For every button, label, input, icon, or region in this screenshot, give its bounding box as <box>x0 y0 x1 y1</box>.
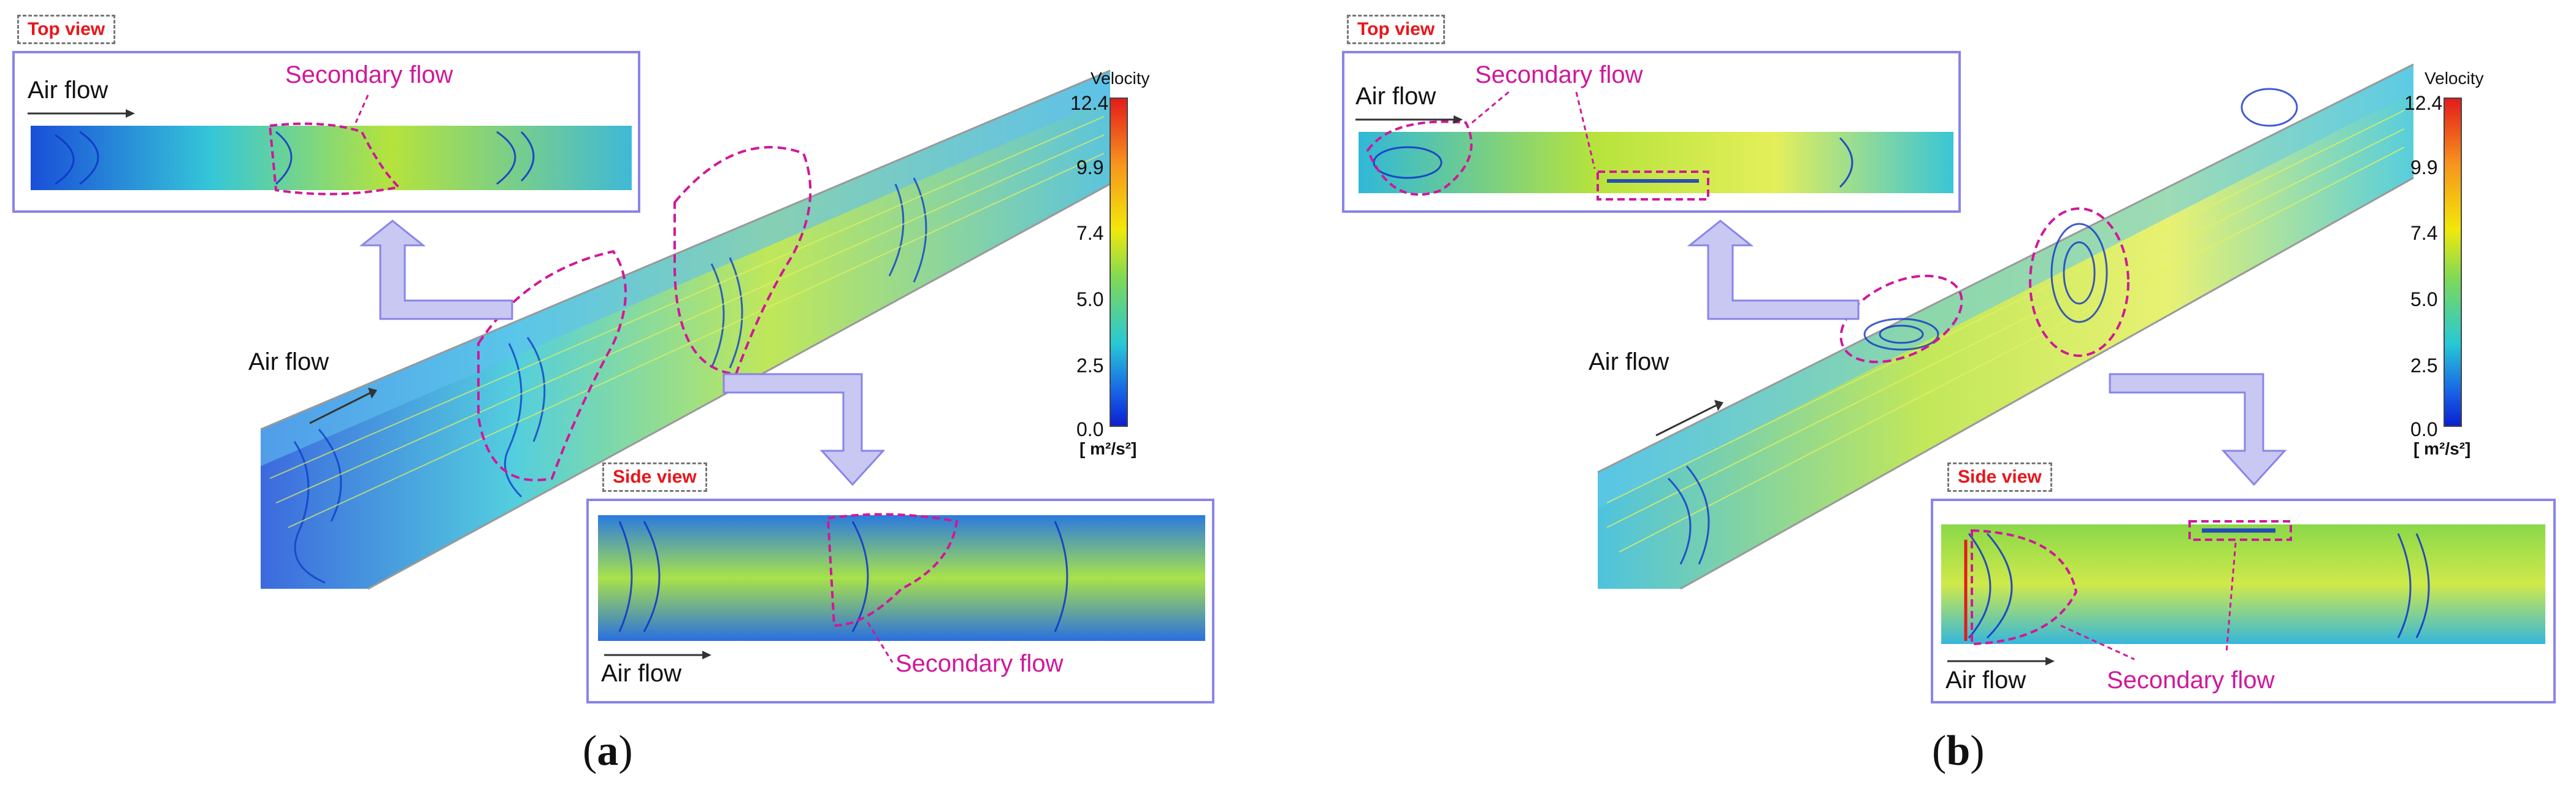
arrow-to-side-view-b <box>2109 373 2287 486</box>
panel-b: Top view Air flow Secondary flow Side vi… <box>1288 0 2576 801</box>
top-view-tag-b: Top view <box>1347 15 1446 44</box>
colorbar-tick-a: 7.4 <box>1076 222 1104 244</box>
colorbar-title-a: Velocity <box>1091 69 1150 88</box>
colorbar-tick-a: 9.9 <box>1076 156 1104 178</box>
side-view-air-label-b: Air flow <box>1945 667 2026 694</box>
colorbar-tick-a: 12.4 <box>1070 92 1109 114</box>
side-view-streamlines-b <box>1941 524 2545 644</box>
colorbar-unit-b: [ m²/s²] <box>2413 439 2471 458</box>
arrow-to-top-view-a <box>359 220 513 320</box>
top-view-secondary-label-a: Secondary flow <box>285 61 453 88</box>
colorbar-tick-a: 5.0 <box>1076 288 1104 310</box>
top-view-secondary-label-b: Secondary flow <box>1475 61 1643 88</box>
colorbar-tick-a: 0.0 <box>1076 418 1104 440</box>
top-view-air-label-a: Air flow <box>28 77 109 104</box>
side-view-secondary-label-b: Secondary flow <box>2107 667 2275 694</box>
top-view-secondary-outline-b2 <box>1597 171 1709 201</box>
main-air-label-b: Air flow <box>1589 348 1669 375</box>
side-view-tag-b: Side view <box>1947 462 2052 492</box>
arrow-to-side-view-a <box>723 373 886 486</box>
top-view-streamlines-a <box>31 126 632 190</box>
colorbar-tick-b: 9.9 <box>2410 156 2438 178</box>
top-view-tag-a: Top view <box>17 15 116 44</box>
colorbar-unit-a: [ m²/s²] <box>1079 439 1137 458</box>
side-view-secondary-label-a: Secondary flow <box>895 650 1064 677</box>
panel-a: Top view Air flow Secondary flow Side vi… <box>12 15 1214 775</box>
colorbar-tick-b: 7.4 <box>2410 222 2438 244</box>
colorbar-tick-b: 5.0 <box>2410 288 2438 310</box>
top-view-streamlines-b <box>1359 132 1953 193</box>
duct-3d-b <box>1597 63 2414 590</box>
colorbar-b <box>2444 98 2462 427</box>
panel-a-graphics <box>12 51 1214 703</box>
colorbar-title-b: Velocity <box>2425 69 2484 88</box>
side-view-secondary-outline-a <box>826 513 959 627</box>
panel-b-graphics <box>1342 51 2556 703</box>
top-view-secondary-outline-b1 <box>1366 120 1473 196</box>
side-view-streamlines-a <box>598 515 1205 641</box>
colorbar-tick-a: 2.5 <box>1076 355 1104 377</box>
top-view-air-label-b: Air flow <box>1355 83 1436 110</box>
duct-3d-a <box>260 69 1111 590</box>
side-view-secondary-outline-b1 <box>1971 529 2078 646</box>
side-view-air-label-a: Air flow <box>601 660 682 687</box>
colorbar-tick-b: 12.4 <box>2404 92 2443 114</box>
arrow-to-top-view-b <box>1687 220 1860 320</box>
colorbar-tick-b: 0.0 <box>2410 418 2438 440</box>
main-air-label-a: Air flow <box>248 348 329 375</box>
caption-b: (b) <box>1932 727 1985 775</box>
side-view-tag-a: Side view <box>602 462 707 492</box>
colorbar-a <box>1110 98 1128 427</box>
caption-a: (a) <box>583 727 633 775</box>
colorbar-tick-b: 2.5 <box>2410 355 2438 377</box>
side-view-secondary-outline-b2 <box>2188 520 2292 541</box>
top-view-secondary-outline-a <box>268 122 402 196</box>
